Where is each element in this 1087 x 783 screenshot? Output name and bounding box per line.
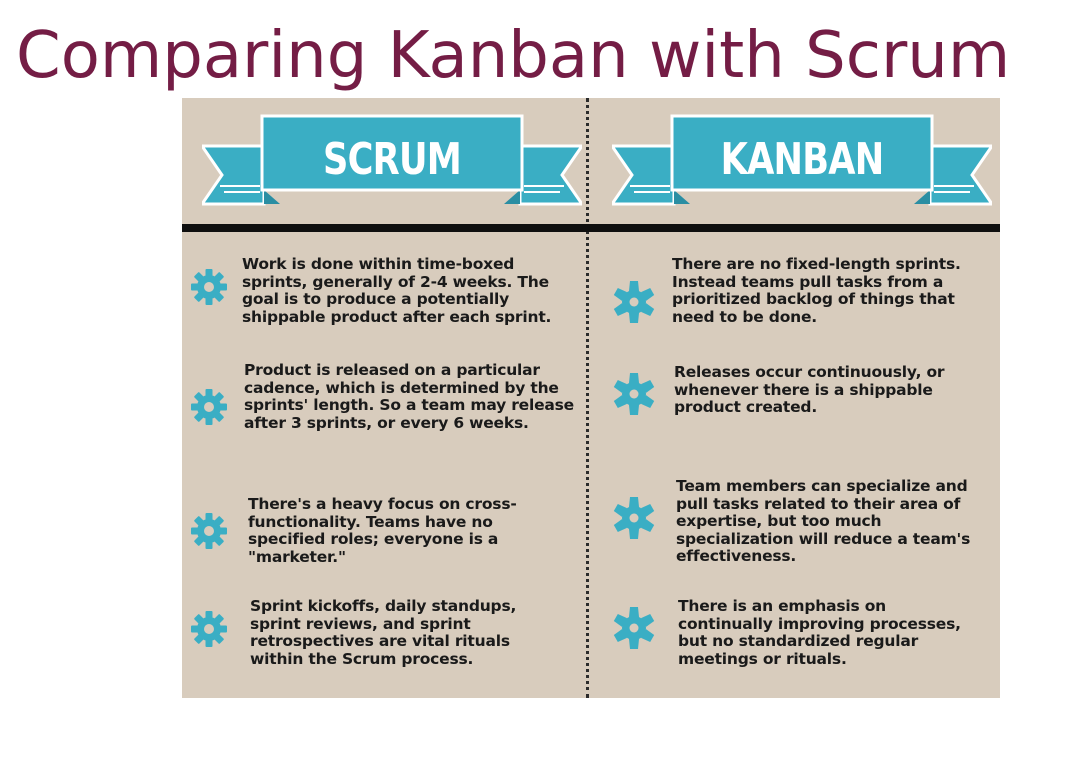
scrum-item: There's a heavy focus on cross-functiona… <box>190 495 580 586</box>
kanban-item-text: Team members can specialize and pull tas… <box>676 477 971 565</box>
kanban-item: Team members can specialize and pull tas… <box>612 477 992 568</box>
kanban-item-text: There are no fixed-length sprints. Inste… <box>672 255 961 326</box>
gear-icon <box>613 373 655 415</box>
gear-icon <box>191 269 227 305</box>
scrum-item: Product is released on a particular cade… <box>190 361 580 452</box>
gear-icon <box>613 281 655 323</box>
scrum-item: Work is done within time-boxed sprints, … <box>190 255 580 346</box>
kanban-item: There is an emphasis on continually impr… <box>612 597 992 688</box>
kanban-item-text: There is an emphasis on continually impr… <box>678 597 961 668</box>
gear-icon <box>613 607 655 649</box>
scrum-item-text: Sprint kickoffs, daily standups, sprint … <box>250 597 517 668</box>
kanban-item-text: Releases occur continuously, or whenever… <box>674 363 945 416</box>
scrum-heading: SCRUM <box>323 134 462 185</box>
gear-icon <box>613 497 655 539</box>
scrum-item-text: Product is released on a particular cade… <box>244 361 574 432</box>
gear-icon <box>191 513 227 549</box>
ribbon-icon <box>612 114 992 206</box>
page-title: Comparing Kanban with Scrum <box>16 19 1011 93</box>
scrum-item-text: There's a heavy focus on cross-functiona… <box>248 495 517 566</box>
scrum-item-text: Work is done within time-boxed sprints, … <box>242 255 552 326</box>
column-divider <box>586 98 589 698</box>
kanban-banner: KANBAN <box>612 112 992 212</box>
scrum-banner: SCRUM <box>202 112 582 212</box>
gear-icon <box>191 611 227 647</box>
ribbon-icon <box>202 114 582 206</box>
kanban-item: There are no fixed-length sprints. Inste… <box>612 255 992 346</box>
comparison-panel: SCRUM KANBAN Work is done within time-bo… <box>182 98 1000 698</box>
gear-icon <box>191 389 227 425</box>
kanban-heading: KANBAN <box>720 134 885 185</box>
scrum-item: Sprint kickoffs, daily standups, sprint … <box>190 597 580 688</box>
header-divider <box>182 224 1000 232</box>
kanban-item: Releases occur continuously, or whenever… <box>612 363 992 454</box>
